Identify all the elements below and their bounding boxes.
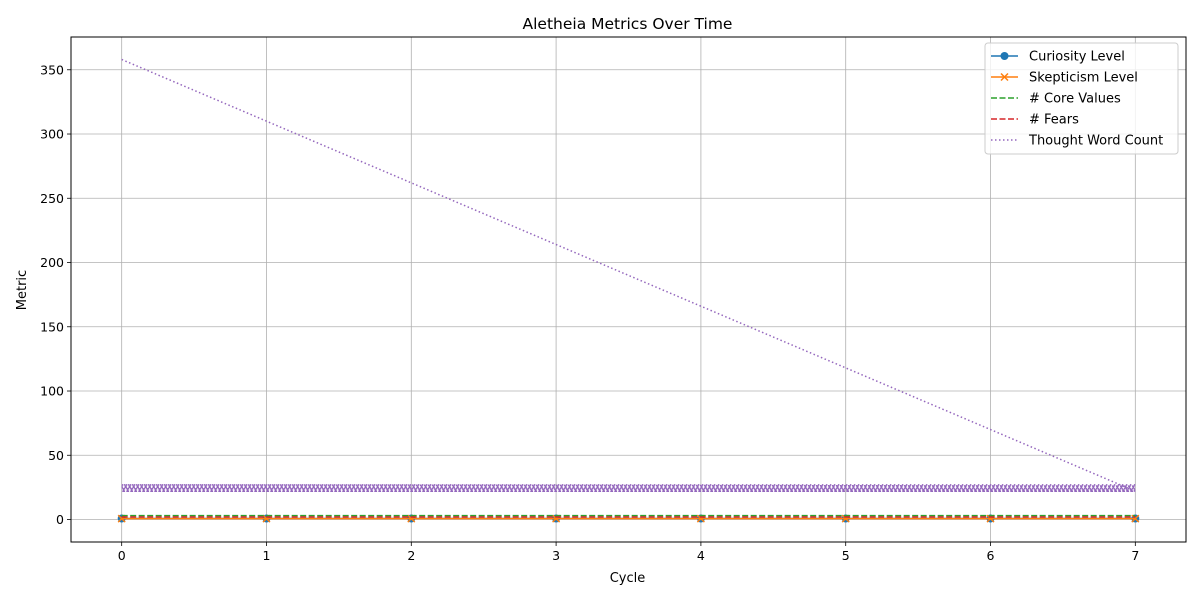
legend-label-2: # Core Values: [1029, 92, 1121, 107]
x-tick-label-1: 1: [263, 548, 271, 563]
y-tick-label-2: 100: [40, 384, 64, 399]
legend-box: [984, 42, 1179, 155]
legend: Curiosity Level Skepticism Level # Core Va…: [984, 42, 1179, 155]
y-tick-label-0: 0: [56, 512, 64, 527]
x-tick-label-5: 5: [842, 548, 850, 563]
series-1-point-7: [1131, 514, 1140, 523]
x-tick-label-0: 0: [118, 548, 126, 563]
x-tick-label-2: 2: [407, 548, 415, 563]
y-tick-label-4: 200: [40, 255, 64, 270]
y-tick-label-6: 300: [40, 127, 64, 142]
y-tick-label-5: 250: [40, 191, 64, 206]
y-axis-label: Metric: [15, 270, 30, 310]
grid-lines: [71, 37, 1186, 542]
legend-marker-0: [1000, 52, 1009, 60]
legend-label-1: Skepticism Level: [1029, 71, 1138, 86]
x-tick-label-3: 3: [552, 548, 560, 563]
y-tick-label-1: 50: [48, 448, 64, 463]
legend-label-4: Thought Word Count: [1028, 134, 1163, 149]
x-tick-label-7: 7: [1131, 548, 1139, 563]
x-axis-label: Cycle: [610, 571, 646, 586]
plot-series: [117, 58, 1140, 523]
y-tick-label-7: 350: [40, 62, 64, 77]
series-line-4: [121, 58, 1136, 492]
legend-label-3: # Fears: [1029, 113, 1079, 128]
chart-title: Aletheia Metrics Over Time: [523, 15, 733, 33]
x-tick-label-4: 4: [697, 548, 705, 563]
legend-label-0: Curiosity Level: [1029, 50, 1125, 65]
axis-ticks: 0 1 2 3 4 5 6 7 0 50 100 150 200 250 300 350: [40, 62, 1139, 563]
y-tick-label-3: 150: [40, 319, 64, 334]
legend-marker-1: [1000, 72, 1009, 82]
x-tick-label-6: 6: [987, 548, 995, 563]
plot-frame: [70, 36, 1187, 543]
